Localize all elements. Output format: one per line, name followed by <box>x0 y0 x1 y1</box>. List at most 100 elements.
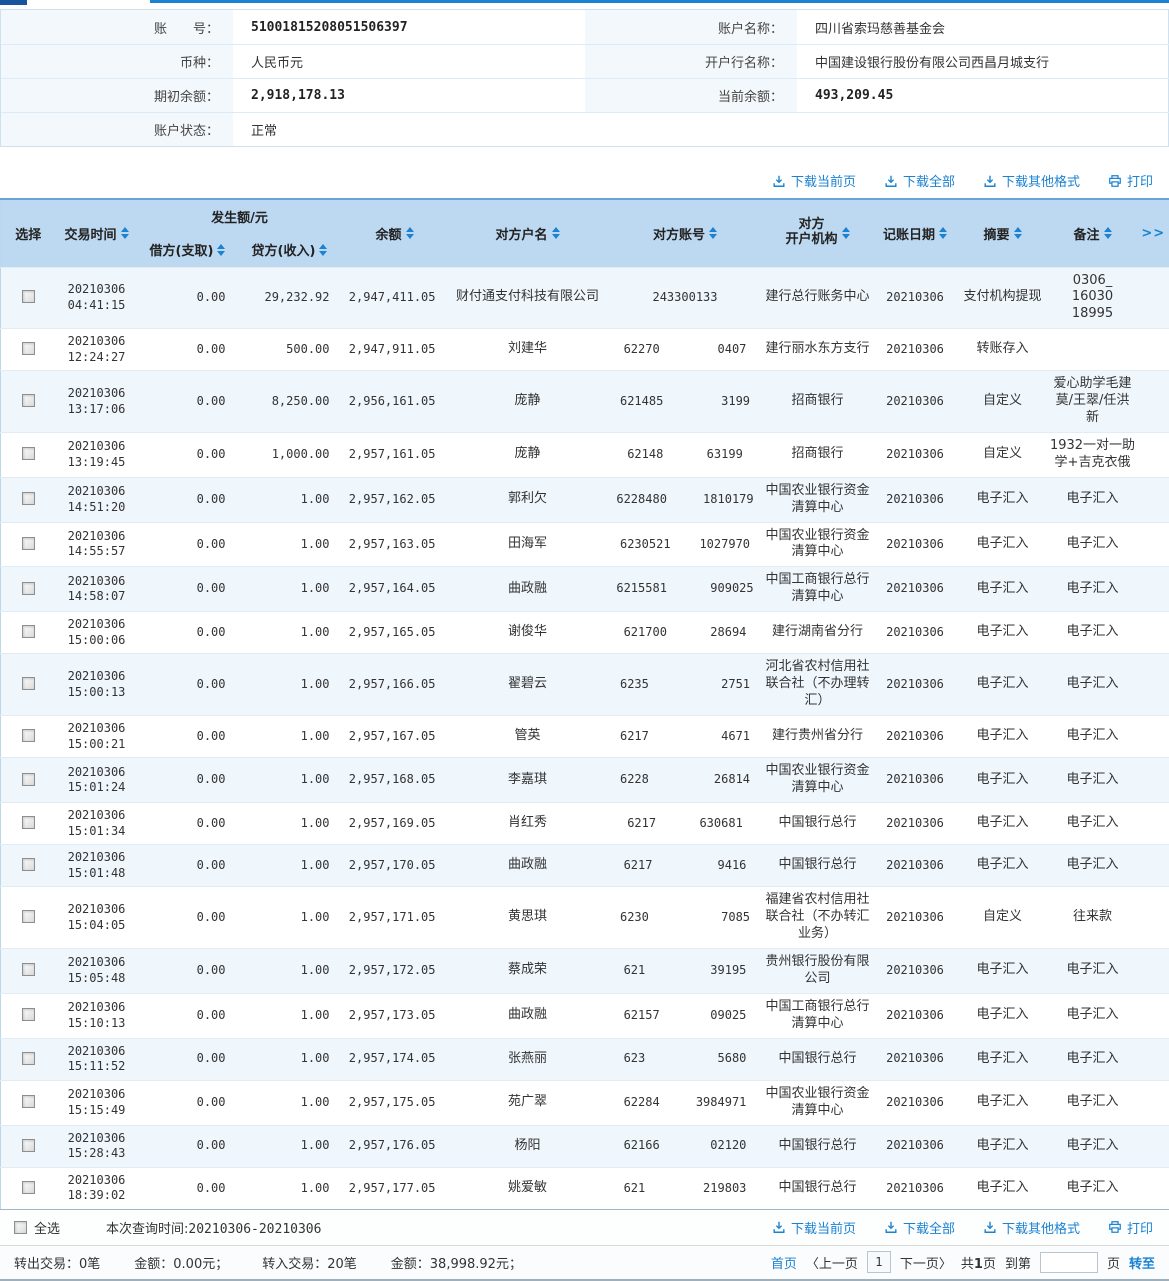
download-icon <box>983 174 997 188</box>
col-header-counterparty[interactable]: 对方户名 <box>448 199 608 267</box>
print-link[interactable]: 打印 <box>1108 1218 1153 1237</box>
tx-remark: 电子汇入 <box>1048 1080 1138 1125</box>
tx-bank: 河北省农村信用社联合社（不办理转汇） <box>763 654 873 716</box>
tx-account: 6215581 909025 <box>608 567 763 612</box>
tx-credit: 1.00 <box>238 1125 342 1167</box>
chevron-right-icon[interactable]: >> <box>1141 226 1165 241</box>
download-current-page-link[interactable]: 下载当前页 <box>772 171 856 190</box>
sort-icon[interactable] <box>121 227 129 239</box>
sort-icon[interactable] <box>939 227 947 239</box>
row-checkbox[interactable] <box>22 1095 35 1108</box>
tx-balance: 2,957,174.05 <box>342 1038 448 1080</box>
tx-credit: 1.00 <box>238 612 342 654</box>
col-header-book-date[interactable]: 记账日期 <box>873 199 958 267</box>
more-columns-link[interactable]: >> <box>1138 199 1169 267</box>
row-checkbox[interactable] <box>22 537 35 550</box>
row-checkbox[interactable] <box>22 816 35 829</box>
tx-account: 621485 3199 <box>608 371 763 433</box>
sort-icon[interactable] <box>552 227 560 239</box>
sort-icon[interactable] <box>217 244 225 256</box>
col-header-debit[interactable]: 借方(支取) <box>138 233 238 267</box>
row-checkbox[interactable] <box>22 1139 35 1152</box>
tx-account: 6230521 1027970 <box>608 522 763 567</box>
select-cell <box>1 267 56 329</box>
col-header-balance[interactable]: 余额 <box>342 199 448 267</box>
prev-page-link[interactable]: 〈上一页 <box>806 1253 858 1272</box>
row-checkbox[interactable] <box>22 447 35 460</box>
download-other-format-link[interactable]: 下载其他格式 <box>983 171 1080 190</box>
tx-summary: 电子汇入 <box>958 1080 1048 1125</box>
tx-account: 623 5680 <box>608 1038 763 1080</box>
row-checkbox[interactable] <box>22 1052 35 1065</box>
tx-book-date: 20210306 <box>873 802 958 844</box>
empty-cell <box>1138 1038 1169 1080</box>
download-icon <box>884 1220 898 1234</box>
col-header-account[interactable]: 对方账号 <box>608 199 763 267</box>
empty-cell <box>1138 371 1169 433</box>
download-other-format-link[interactable]: 下载其他格式 <box>983 1218 1080 1237</box>
sort-icon[interactable] <box>406 227 414 239</box>
next-page-link[interactable]: 下一页〉 <box>900 1253 952 1272</box>
row-checkbox[interactable] <box>22 677 35 690</box>
sort-icon[interactable] <box>319 244 327 256</box>
select-cell <box>1 567 56 612</box>
row-checkbox[interactable] <box>22 342 35 355</box>
account-no-value: 51001815208051506397 <box>233 10 585 44</box>
tx-book-date: 20210306 <box>873 1125 958 1167</box>
download-current-page-link[interactable]: 下载当前页 <box>772 1218 856 1237</box>
col-header-remark[interactable]: 备注 <box>1048 199 1138 267</box>
currency-label: 币种： <box>1 44 233 78</box>
tx-remark: 电子汇入 <box>1048 845 1138 887</box>
transactions-table: 选择 交易时间 发生额/元 余额 对方户名 对方账号 对方开户机构 记账日期 摘… <box>0 198 1169 1209</box>
opening-balance-value: 2,918,178.13 <box>233 78 585 112</box>
tx-summary: 电子汇入 <box>958 522 1048 567</box>
row-checkbox[interactable] <box>22 582 35 595</box>
tx-remark: 电子汇入 <box>1048 758 1138 803</box>
empty-cell <box>1138 567 1169 612</box>
row-checkbox[interactable] <box>22 1181 35 1194</box>
row-checkbox[interactable] <box>22 492 35 505</box>
tx-balance: 2,957,161.05 <box>342 433 448 478</box>
sort-icon[interactable] <box>1104 227 1112 239</box>
col-header-credit[interactable]: 贷方(收入) <box>238 233 342 267</box>
sort-icon[interactable] <box>709 227 717 239</box>
tx-bank: 中国银行总行 <box>763 1125 873 1167</box>
tx-account: 621700 28694 <box>608 612 763 654</box>
col-header-amount-group: 发生额/元 <box>138 199 342 233</box>
tx-credit: 1.00 <box>238 802 342 844</box>
col-header-summary[interactable]: 摘要 <box>958 199 1048 267</box>
tx-book-date: 20210306 <box>873 329 958 371</box>
tx-remark: 电子汇入 <box>1048 1125 1138 1167</box>
tx-book-date: 20210306 <box>873 758 958 803</box>
row-checkbox[interactable] <box>22 394 35 407</box>
row-checkbox[interactable] <box>22 729 35 742</box>
sort-icon[interactable] <box>1014 227 1022 239</box>
first-page-link[interactable]: 首页 <box>771 1253 797 1272</box>
tx-remark: 0306_ 16030 18995 <box>1048 267 1138 329</box>
select-all-checkbox[interactable] <box>14 1221 27 1234</box>
download-all-link[interactable]: 下载全部 <box>884 1218 955 1237</box>
tx-balance: 2,956,161.05 <box>342 371 448 433</box>
row-checkbox[interactable] <box>22 1008 35 1021</box>
tx-book-date: 20210306 <box>873 522 958 567</box>
goto-page-button[interactable]: 转至 <box>1129 1253 1155 1272</box>
col-header-bank[interactable]: 对方开户机构 <box>763 199 873 267</box>
tx-debit: 0.00 <box>138 371 238 433</box>
tx-debit: 0.00 <box>138 522 238 567</box>
row-checkbox[interactable] <box>22 773 35 786</box>
account-status-value: 正常 <box>233 112 585 146</box>
row-checkbox[interactable] <box>22 963 35 976</box>
select-all-control[interactable]: 全选 <box>14 1218 60 1237</box>
goto-page-input[interactable] <box>1040 1252 1098 1273</box>
download-all-link[interactable]: 下载全部 <box>884 171 955 190</box>
row-checkbox[interactable] <box>22 625 35 638</box>
row-checkbox[interactable] <box>22 290 35 303</box>
sort-icon[interactable] <box>842 227 850 239</box>
row-checkbox[interactable] <box>22 858 35 871</box>
row-checkbox[interactable] <box>22 910 35 923</box>
tx-balance: 2,957,165.05 <box>342 612 448 654</box>
print-link[interactable]: 打印 <box>1108 171 1153 190</box>
col-header-time[interactable]: 交易时间 <box>56 199 138 267</box>
